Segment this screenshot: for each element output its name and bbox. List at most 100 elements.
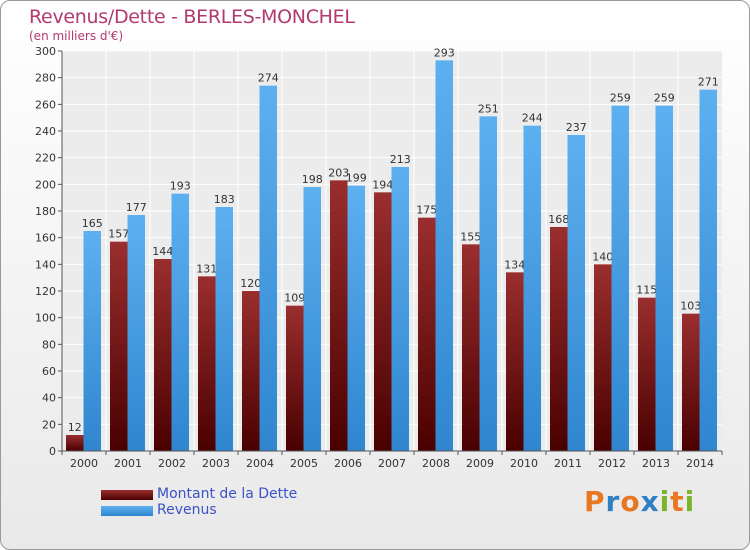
bar-dette-2009	[462, 244, 480, 451]
data-label-dette: 103	[680, 300, 701, 313]
data-label-dette: 131	[196, 262, 217, 275]
bar-revenus-2006	[347, 185, 365, 451]
logo-letter: t	[670, 485, 685, 518]
bar-revenus-2009	[479, 116, 497, 451]
data-label-revenus: 274	[258, 72, 279, 85]
data-label-dette: 115	[636, 284, 657, 297]
y-tick-label: 240	[35, 125, 56, 138]
y-tick-label: 60	[42, 365, 56, 378]
bar-dette-2007	[374, 192, 392, 452]
bars: 1216515717714419313118312027410919820319…	[66, 46, 719, 452]
legend-label-dette: Montant de la Dette	[157, 486, 298, 502]
y-tick-label: 260	[35, 98, 56, 111]
logo-letter: x	[640, 485, 660, 518]
y-tick-label: 20	[42, 418, 56, 431]
data-label-revenus: 271	[698, 76, 719, 89]
y-tick-label: 0	[49, 445, 56, 458]
bar-revenus-2013	[655, 105, 673, 452]
data-label-revenus: 251	[478, 102, 499, 115]
bar-revenus-2011	[567, 135, 585, 451]
legend-swatch-dette	[101, 490, 153, 500]
bar-dette-2013	[638, 297, 656, 451]
x-tick-label: 2001	[114, 457, 142, 470]
bar-revenus-2003	[215, 207, 233, 451]
data-label-revenus: 198	[302, 173, 323, 186]
bar-dette-2011	[550, 227, 568, 451]
y-tick-label: 160	[35, 232, 56, 245]
data-label-dette: 203	[328, 166, 349, 179]
x-tick-label: 2012	[598, 457, 626, 470]
bar-dette-2014	[682, 313, 700, 451]
data-label-revenus: 199	[346, 172, 367, 185]
logo-letter: P	[584, 485, 606, 518]
bar-dette-2002	[154, 259, 172, 451]
y-tick-label: 180	[35, 205, 56, 218]
y-tick-label: 140	[35, 258, 56, 271]
proxiti-logo: Proxiti	[584, 485, 695, 518]
data-label-dette: 12	[68, 421, 82, 434]
bar-dette-2000	[66, 435, 84, 451]
data-label-revenus: 193	[170, 180, 191, 193]
data-label-revenus: 259	[610, 92, 631, 105]
x-tick-label: 2011	[554, 457, 582, 470]
logo-letter: r	[605, 485, 621, 518]
x-tick-label: 2005	[290, 457, 318, 470]
bar-dette-2010	[506, 272, 524, 451]
data-label-dette: 168	[548, 213, 569, 226]
x-tick-label: 2006	[334, 457, 362, 470]
x-tick-label: 2007	[378, 457, 406, 470]
y-tick-label: 280	[35, 72, 56, 85]
y-tick-label: 100	[35, 312, 56, 325]
x-tick-label: 2003	[202, 457, 230, 470]
data-label-dette: 109	[284, 292, 305, 305]
logo-letter: i	[684, 485, 696, 518]
x-tick-label: 2013	[642, 457, 670, 470]
x-tick-label: 2002	[158, 457, 186, 470]
y-tick-label: 80	[42, 338, 56, 351]
bar-revenus-2004	[259, 85, 277, 452]
chart-title: Revenus/Dette - BERLES-MONCHEL	[29, 6, 355, 28]
x-tick-label: 2000	[70, 457, 98, 470]
y-tick-label: 40	[42, 392, 56, 405]
y-axis: 0 20 40 60 80 100 120 140 160 180 200 220 240 260 280 3…	[35, 45, 63, 458]
data-label-dette: 157	[108, 228, 129, 241]
data-label-dette: 144	[152, 245, 173, 258]
x-tick-label: 2004	[246, 457, 274, 470]
data-label-revenus: 259	[654, 92, 675, 105]
chart-subtitle: (en milliers d'€)	[29, 29, 124, 43]
legend-swatch-revenus	[101, 506, 153, 516]
y-tick-label: 220	[35, 152, 56, 165]
data-label-revenus: 213	[390, 153, 411, 166]
data-label-dette: 120	[240, 277, 261, 290]
x-tick-label: 2014	[686, 457, 714, 470]
bar-revenus-2001	[127, 215, 145, 451]
x-tick-label: 2010	[510, 457, 538, 470]
data-label-revenus: 237	[566, 121, 587, 134]
x-axis: 2000 2001 2002 2003 2004 2005 2006 2007 2008 2009…	[61, 450, 723, 470]
y-tick-label: 120	[35, 285, 56, 298]
data-label-dette: 140	[592, 250, 613, 263]
data-label-revenus: 244	[522, 112, 543, 125]
logo-letter: o	[620, 485, 641, 518]
data-label-dette: 155	[460, 230, 481, 243]
bar-dette-2004	[242, 291, 260, 451]
x-tick-label: 2008	[422, 457, 450, 470]
bar-revenus-2008	[435, 60, 453, 451]
bar-dette-2008	[418, 217, 436, 451]
bar-revenus-2002	[171, 193, 189, 451]
bar-revenus-2010	[523, 125, 541, 452]
bar-revenus-2014	[699, 89, 717, 452]
bar-revenus-2007	[391, 167, 409, 451]
legend-label-revenus: Revenus	[157, 502, 217, 518]
data-label-dette: 134	[504, 258, 525, 271]
bar-dette-2001	[110, 241, 128, 451]
bar-revenus-2005	[303, 187, 321, 451]
data-label-revenus: 293	[434, 46, 455, 59]
bar-dette-2003	[198, 276, 216, 451]
y-tick-label: 200	[35, 178, 56, 191]
data-label-revenus: 177	[126, 201, 147, 214]
bar-dette-2012	[594, 264, 612, 451]
bar-dette-2006	[330, 180, 348, 452]
